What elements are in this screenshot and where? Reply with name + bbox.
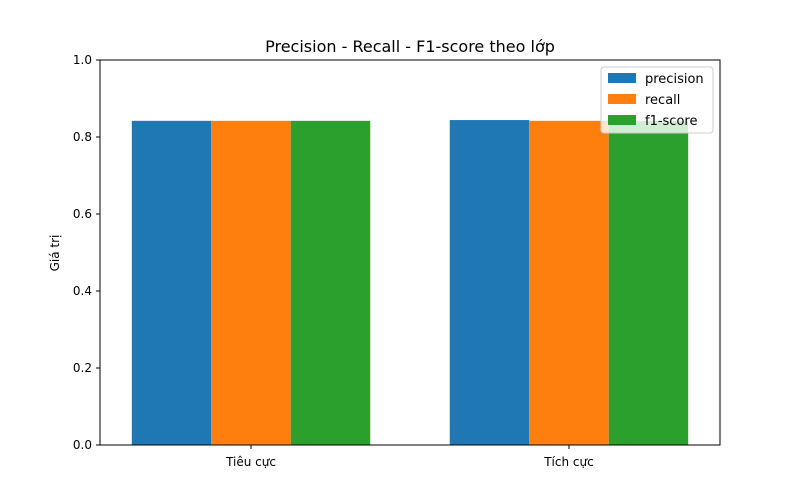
bars-layer [131,120,689,445]
legend-label-recall: recall [645,93,680,108]
bar-precision-2 [449,120,530,445]
x-tick-label: Tích cực [543,455,593,469]
y-axis-label: Giá trị [48,235,62,272]
bar-recall-2 [529,120,609,445]
y-tick-label: 0.4 [73,284,92,298]
y-tick-label: 0.8 [73,130,92,144]
chart-title: Precision - Recall - F1-score theo lớp [265,37,555,56]
y-tick-label: 0.6 [73,207,92,221]
y-tick-label: 1.0 [73,53,92,67]
y-axis-ticks: 0.0 0.2 0.4 0.6 0.8 1.0 [73,53,100,452]
legend: precision recall f1-score [600,66,714,134]
bar-f1-score-2 [608,120,689,445]
y-tick-label: 0.0 [73,438,92,452]
y-tick-label: 0.2 [73,361,92,375]
legend-label-precision: precision [645,72,704,87]
legend-swatch-recall [608,94,636,104]
legend-swatch-f1-score [608,115,636,125]
legend-swatch-precision [608,73,636,83]
legend-label-f1-score: f1-score [645,114,697,129]
plot-frame [99,59,721,446]
x-axis-ticks: Tiêu cực Tích cực [225,445,594,469]
bar-f1-score-1 [290,120,371,445]
bar-recall-1 [211,120,291,445]
bar-precision-1 [131,120,212,445]
x-tick-label: Tiêu cực [225,455,276,469]
